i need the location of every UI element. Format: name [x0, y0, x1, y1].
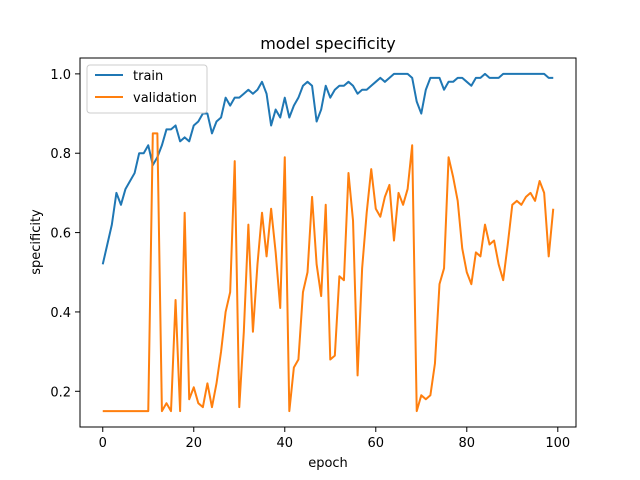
legend-label-validation: validation [133, 91, 197, 106]
x-tick-label: 60 [368, 436, 385, 451]
y-tick-label: 1.0 [50, 68, 71, 83]
y-tick-label: 0.8 [50, 147, 71, 162]
y-tick-label: 0.6 [50, 227, 71, 242]
series-layer [101, 72, 555, 413]
x-tick-label: 40 [276, 436, 293, 451]
x-axis-ticks: 0 20 40 60 80 100 [99, 427, 570, 451]
legend: train validation [86, 64, 208, 114]
legend-box [86, 64, 208, 114]
y-axis-ticks: 0.2 0.4 0.6 0.8 1.0 [50, 68, 80, 400]
series-line-train [101, 72, 554, 265]
legend-label-train: train [133, 69, 163, 84]
y-axis-label: specificity [29, 209, 44, 275]
x-tick-label: 80 [459, 436, 476, 451]
series-line-validation [102, 132, 555, 413]
x-axis-label: epoch [308, 456, 348, 471]
y-tick-label: 0.2 [50, 385, 71, 400]
x-tick-label: 100 [545, 436, 570, 451]
x-tick-label: 0 [99, 436, 107, 451]
chart-title: model specificity [260, 34, 396, 53]
y-tick-label: 0.4 [50, 306, 71, 321]
x-tick-label: 20 [185, 436, 202, 451]
plot-area-frame [79, 57, 577, 428]
